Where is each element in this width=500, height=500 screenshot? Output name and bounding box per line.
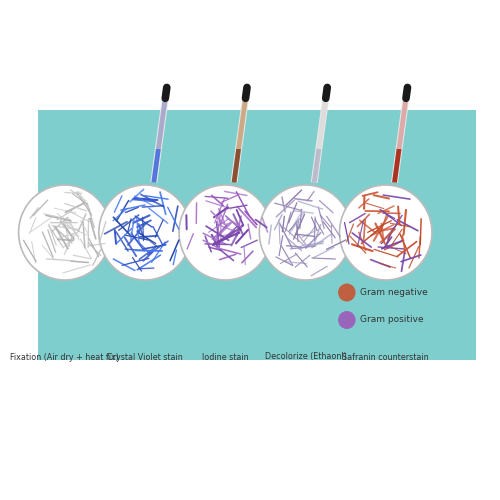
Circle shape xyxy=(338,284,355,302)
Text: Gram negative: Gram negative xyxy=(360,288,428,297)
Circle shape xyxy=(18,185,111,280)
Circle shape xyxy=(340,185,432,280)
Text: Gram positive: Gram positive xyxy=(360,316,424,324)
Circle shape xyxy=(338,311,355,329)
Text: Crystal Violet stain: Crystal Violet stain xyxy=(107,352,183,362)
Circle shape xyxy=(99,185,191,280)
Text: Safranin counterstain: Safranin counterstain xyxy=(342,352,429,362)
Text: Iodine stain: Iodine stain xyxy=(202,352,248,362)
Circle shape xyxy=(260,185,352,280)
Text: Fixation (Air dry + heat fix): Fixation (Air dry + heat fix) xyxy=(10,352,119,362)
Text: Decolorize (Ethaonl): Decolorize (Ethaonl) xyxy=(264,352,346,362)
Bar xyxy=(38,110,476,360)
Circle shape xyxy=(179,185,272,280)
